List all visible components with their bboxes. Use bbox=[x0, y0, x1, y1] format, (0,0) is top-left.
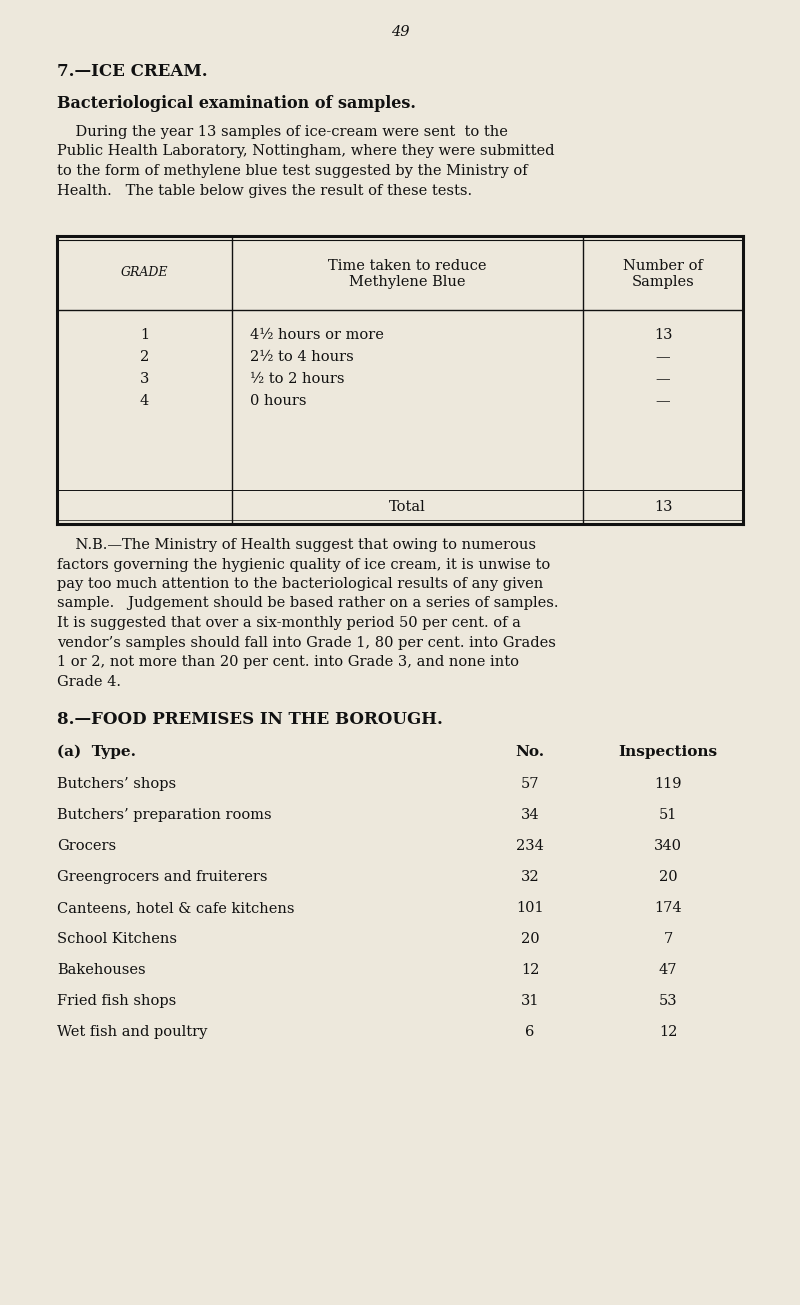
Text: —: — bbox=[656, 394, 670, 408]
Text: Inspections: Inspections bbox=[618, 745, 718, 760]
Text: 1 or 2, not more than 20 per cent. into Grade 3, and none into: 1 or 2, not more than 20 per cent. into … bbox=[57, 655, 519, 669]
Text: 57: 57 bbox=[521, 776, 539, 791]
Text: Canteens, hotel & cafe kitchens: Canteens, hotel & cafe kitchens bbox=[57, 900, 294, 915]
Text: (a)  Type.: (a) Type. bbox=[57, 745, 136, 760]
Text: 340: 340 bbox=[654, 839, 682, 853]
Text: 51: 51 bbox=[659, 808, 677, 822]
Text: It is suggested that over a six-monthly period 50 per cent. of a: It is suggested that over a six-monthly … bbox=[57, 616, 521, 630]
Text: to the form of methylene blue test suggested by the Ministry of: to the form of methylene blue test sugge… bbox=[57, 164, 528, 177]
Text: Samples: Samples bbox=[632, 275, 694, 288]
Text: 20: 20 bbox=[521, 932, 539, 946]
Text: Grade 4.: Grade 4. bbox=[57, 675, 121, 689]
Text: 13: 13 bbox=[654, 500, 672, 514]
Text: Butchers’ preparation rooms: Butchers’ preparation rooms bbox=[57, 808, 272, 822]
Text: —: — bbox=[656, 350, 670, 364]
Text: 7.—ICE CREAM.: 7.—ICE CREAM. bbox=[57, 64, 208, 81]
Text: 174: 174 bbox=[654, 900, 682, 915]
Text: 53: 53 bbox=[658, 994, 678, 1007]
Text: 12: 12 bbox=[659, 1024, 677, 1039]
Text: 0 hours: 0 hours bbox=[250, 394, 306, 408]
Text: Time taken to reduce: Time taken to reduce bbox=[328, 258, 486, 273]
Text: vendor’s samples should fall into Grade 1, 80 per cent. into Grades: vendor’s samples should fall into Grade … bbox=[57, 636, 556, 650]
Text: Fried fish shops: Fried fish shops bbox=[57, 994, 176, 1007]
Text: Wet fish and poultry: Wet fish and poultry bbox=[57, 1024, 207, 1039]
Text: 4: 4 bbox=[140, 394, 149, 408]
Text: Bacteriological examination of samples.: Bacteriological examination of samples. bbox=[57, 94, 416, 111]
Text: 34: 34 bbox=[521, 808, 539, 822]
Text: Public Health Laboratory, Nottingham, where they were submitted: Public Health Laboratory, Nottingham, wh… bbox=[57, 145, 554, 158]
Text: ½ to 2 hours: ½ to 2 hours bbox=[250, 372, 345, 386]
Text: sample.   Judgement should be based rather on a series of samples.: sample. Judgement should be based rather… bbox=[57, 596, 558, 611]
Text: Health.   The table below gives the result of these tests.: Health. The table below gives the result… bbox=[57, 184, 472, 197]
Text: 32: 32 bbox=[521, 870, 539, 883]
Text: 119: 119 bbox=[654, 776, 682, 791]
Text: 2: 2 bbox=[140, 350, 149, 364]
Text: 13: 13 bbox=[654, 328, 672, 342]
Text: pay too much attention to the bacteriological results of any given: pay too much attention to the bacteriolo… bbox=[57, 577, 543, 591]
Text: Butchers’ shops: Butchers’ shops bbox=[57, 776, 176, 791]
Text: GRADE: GRADE bbox=[121, 265, 168, 278]
Text: 12: 12 bbox=[521, 963, 539, 977]
Text: Number of: Number of bbox=[623, 258, 703, 273]
Text: 6: 6 bbox=[526, 1024, 534, 1039]
Text: Bakehouses: Bakehouses bbox=[57, 963, 146, 977]
Text: factors governing the hygienic quality of ice cream, it is unwise to: factors governing the hygienic quality o… bbox=[57, 557, 550, 572]
Text: 2½ to 4 hours: 2½ to 4 hours bbox=[250, 350, 354, 364]
Text: 234: 234 bbox=[516, 839, 544, 853]
Text: —: — bbox=[656, 372, 670, 386]
Text: 1: 1 bbox=[140, 328, 149, 342]
Text: 3: 3 bbox=[140, 372, 149, 386]
Text: N.B.—The Ministry of Health suggest that owing to numerous: N.B.—The Ministry of Health suggest that… bbox=[57, 538, 536, 552]
Text: School Kitchens: School Kitchens bbox=[57, 932, 177, 946]
Text: 7: 7 bbox=[663, 932, 673, 946]
Text: Total: Total bbox=[389, 500, 426, 514]
Text: 101: 101 bbox=[516, 900, 544, 915]
Text: Grocers: Grocers bbox=[57, 839, 116, 853]
Text: 8.—FOOD PREMISES IN THE BOROUGH.: 8.—FOOD PREMISES IN THE BOROUGH. bbox=[57, 711, 443, 728]
Text: No.: No. bbox=[515, 745, 545, 760]
Text: 4½ hours or more: 4½ hours or more bbox=[250, 328, 384, 342]
Text: Greengrocers and fruiterers: Greengrocers and fruiterers bbox=[57, 870, 267, 883]
Text: During the year 13 samples of ice-cream were sent  to the: During the year 13 samples of ice-cream … bbox=[57, 125, 508, 140]
Text: 47: 47 bbox=[658, 963, 678, 977]
Text: 49: 49 bbox=[390, 25, 410, 39]
Text: 20: 20 bbox=[658, 870, 678, 883]
Text: Methylene Blue: Methylene Blue bbox=[350, 275, 466, 288]
Text: 31: 31 bbox=[521, 994, 539, 1007]
